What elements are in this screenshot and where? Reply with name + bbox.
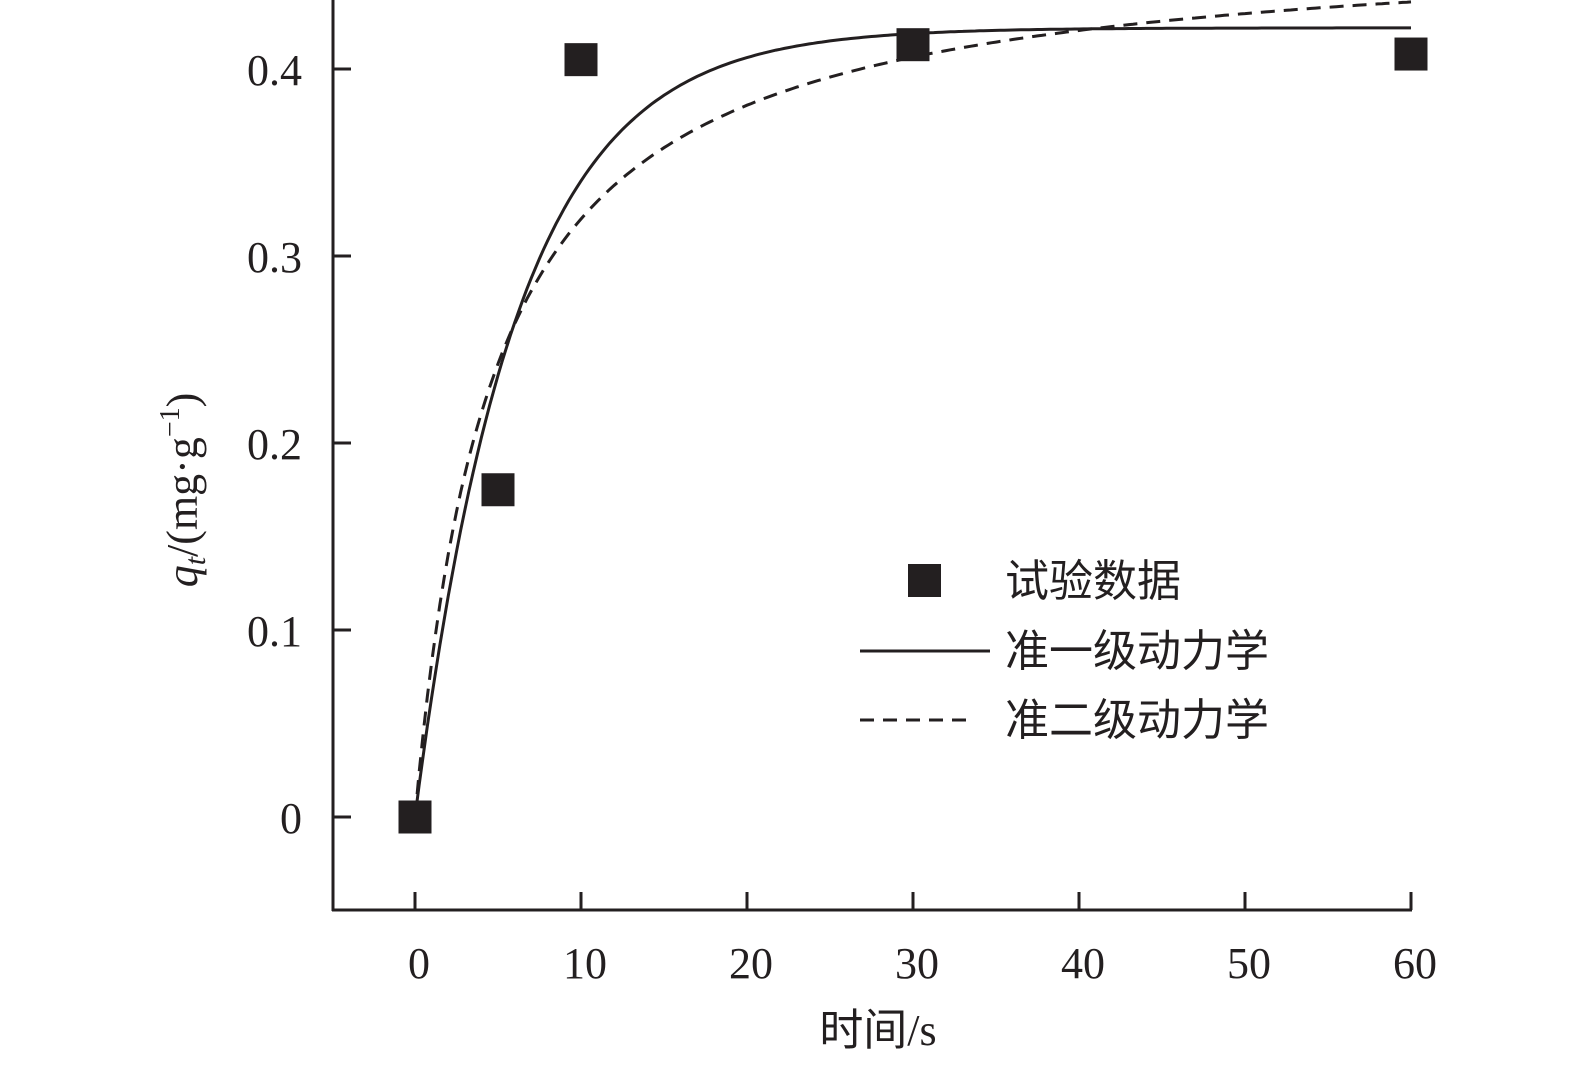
x-tick-label: 0 — [408, 939, 430, 988]
y-tick-label: 0.2 — [247, 420, 302, 469]
y-tick-label: 0.1 — [247, 607, 302, 656]
y-tick-label: 0.4 — [247, 46, 302, 95]
data-point — [481, 473, 515, 507]
x-tick-label: 20 — [729, 939, 773, 988]
axes — [331, 0, 1412, 912]
x-tick-label: 40 — [1061, 939, 1105, 988]
x-tick-label: 10 — [563, 939, 607, 988]
legend-label-pso: 准二级动力学 — [1005, 696, 1269, 745]
x-tick-label: 60 — [1393, 939, 1437, 988]
legend-label-data: 试验数据 — [1005, 557, 1181, 606]
y-tick-label: 0 — [280, 794, 302, 843]
data-point — [398, 800, 432, 834]
y-label-q: q — [158, 565, 207, 587]
pso-fit-line — [413, 0, 1412, 818]
x-tick-label: 50 — [1227, 939, 1271, 988]
y-label-sub: t — [179, 556, 212, 565]
legend: 试验数据 准一级动力学 准二级动力学 — [860, 557, 1269, 745]
legend-label-pfo: 准一级动力学 — [1005, 627, 1269, 676]
y-axis-label: qt/(mg·g−1) — [155, 393, 212, 588]
legend-marker-square — [908, 564, 941, 597]
data-points — [398, 28, 1428, 834]
data-point — [564, 43, 598, 77]
y-tick-label: 0.3 — [247, 233, 302, 282]
y-label-sup: −1 — [155, 407, 186, 437]
x-ticks: 0 10 20 30 40 50 60 — [408, 892, 1437, 988]
data-point — [896, 28, 930, 62]
y-ticks: 0 0.1 0.2 0.3 0.4 — [247, 46, 351, 843]
y-label-close: ) — [158, 393, 207, 408]
fit-curves — [413, 0, 1412, 818]
y-label-unit: /(mg·g — [158, 437, 207, 557]
x-tick-label: 30 — [895, 939, 939, 988]
data-point — [1394, 37, 1428, 71]
x-axis-label: 时间/s — [819, 1006, 936, 1055]
